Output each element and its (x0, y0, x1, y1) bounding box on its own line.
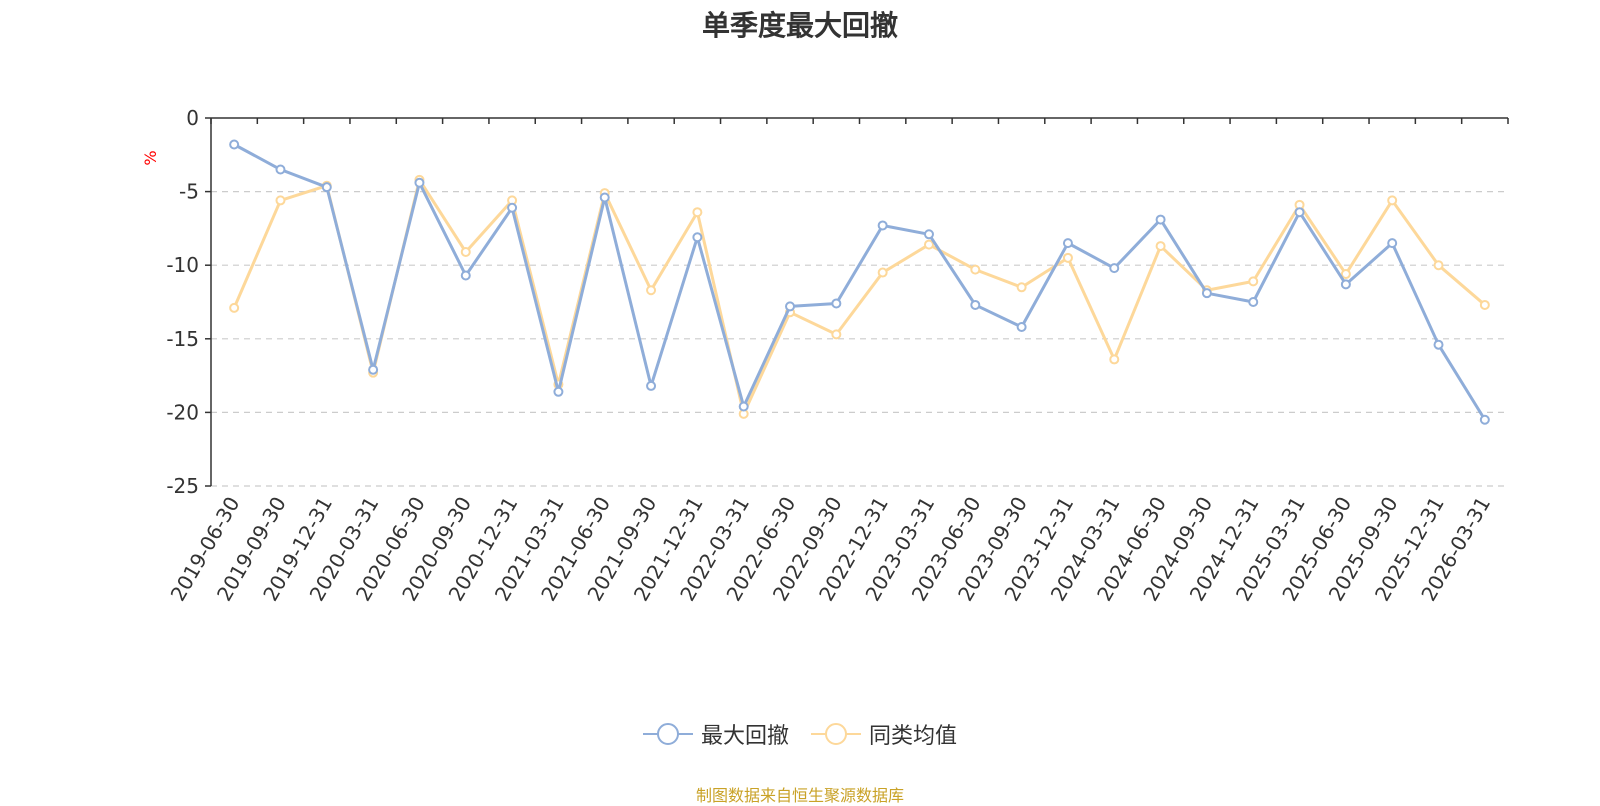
data-point (1340, 279, 1351, 290)
data-point (1155, 214, 1166, 225)
data-point (692, 207, 703, 218)
data-point (970, 264, 981, 275)
data-point (1062, 252, 1073, 263)
data-point (1294, 207, 1305, 218)
data-point (831, 298, 842, 309)
y-tick-label: -15 (166, 327, 199, 351)
y-axis-label: % (141, 150, 160, 165)
data-point (599, 192, 610, 203)
data-point (1387, 195, 1398, 206)
legend-swatch-circle (656, 723, 679, 745)
data-point (229, 139, 240, 150)
data-point (368, 364, 379, 375)
y-tick-label: -25 (166, 474, 199, 498)
data-point (785, 301, 796, 312)
data-point (275, 164, 286, 175)
legend: 最大回撤 同类均值 (0, 718, 1600, 750)
data-point (275, 195, 286, 206)
legend-swatch (811, 723, 861, 745)
data-point (460, 246, 471, 257)
grid-lines (211, 191, 1508, 487)
data-point (1433, 260, 1444, 271)
legend-item[interactable]: 同类均值 (811, 718, 957, 750)
series-0 (229, 139, 1490, 425)
legend-label: 同类均值 (869, 724, 958, 749)
axes: 0-5-10-15-20-252019-06-302019-09-302019-… (166, 106, 1509, 605)
source-note: 制图数据来自恒生聚源数据库 (695, 786, 904, 805)
data-point (229, 302, 240, 313)
data-point (831, 329, 842, 340)
data-point (1479, 299, 1490, 310)
data-point (460, 270, 471, 281)
data-point (692, 232, 703, 243)
y-tick-label: 0 (186, 106, 199, 130)
data-point (970, 299, 981, 310)
y-tick-label: -5 (179, 180, 199, 204)
data-point (1062, 238, 1073, 249)
data-point (923, 229, 934, 240)
legend-swatch-circle (825, 723, 847, 745)
series-group (229, 139, 1490, 425)
data-point (877, 267, 888, 278)
data-point (553, 386, 564, 397)
data-point (1109, 263, 1120, 274)
series-line (233, 143, 1487, 421)
chart-title: 单季度最大回撤 (701, 9, 898, 42)
data-point (1155, 241, 1166, 252)
data-point (646, 380, 657, 391)
legend-swatch (642, 723, 693, 745)
data-point (1248, 297, 1259, 307)
y-tick-label: -20 (166, 400, 199, 424)
data-point (321, 182, 332, 193)
data-point (1201, 288, 1212, 299)
data-point (1248, 276, 1259, 287)
y-tick-label: -10 (166, 253, 199, 277)
legend-item[interactable]: 最大回撤 (642, 718, 789, 750)
data-point (1479, 414, 1490, 425)
legend-label: 最大回撤 (700, 724, 789, 749)
data-point (646, 285, 657, 296)
data-point (414, 177, 425, 188)
data-point (1387, 238, 1398, 249)
data-point (1109, 354, 1120, 365)
data-point (1340, 269, 1351, 280)
data-point (1016, 282, 1027, 293)
data-point (507, 202, 518, 213)
series-line (232, 178, 1486, 416)
data-point (1016, 322, 1027, 333)
data-point (1433, 339, 1444, 350)
data-point (738, 401, 749, 412)
data-point (877, 220, 888, 231)
data-point (923, 239, 934, 250)
